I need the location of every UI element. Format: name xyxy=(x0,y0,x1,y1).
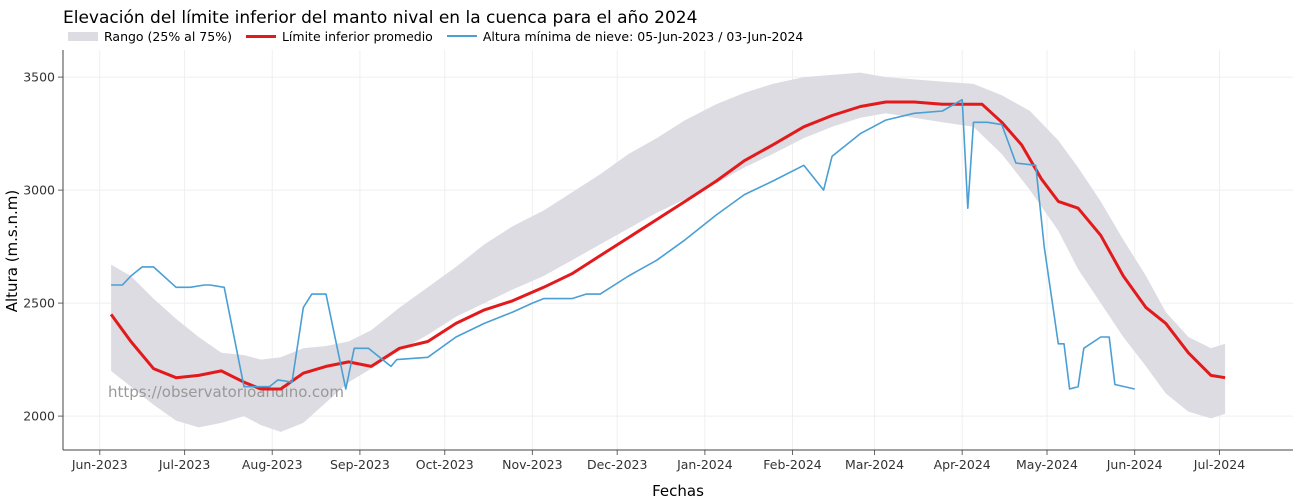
x-tick-label: Jul-2024 xyxy=(1193,457,1245,472)
y-tick-label: 2000 xyxy=(23,409,55,424)
legend-label-mean: Límite inferior promedio xyxy=(281,28,433,44)
x-tick-label: Feb-2024 xyxy=(763,457,822,472)
x-tick-label: Jan-2024 xyxy=(676,457,733,472)
legend-label-range: Rango (25% al 75%) xyxy=(104,28,232,44)
mean-limit-line xyxy=(109,100,1226,391)
x-tick-label: Dec-2023 xyxy=(587,457,648,472)
legend-swatch-range xyxy=(68,31,98,41)
x-tick-label: Jul-2023 xyxy=(158,457,210,472)
watermark-text: https://observatorioandino.com xyxy=(108,383,344,401)
legend-item-min: Altura mínima de nieve: 05-Jun-2023 / 03… xyxy=(446,28,804,44)
range-band-area xyxy=(111,72,1226,432)
chart-title: Elevación del límite inferior del manto … xyxy=(63,8,698,28)
min-snow-line xyxy=(111,98,1135,390)
legend-swatch-mean xyxy=(245,34,276,38)
x-tick-label: Aug-2023 xyxy=(242,457,303,472)
x-tick-label: Mar-2024 xyxy=(845,457,904,472)
x-axis-title: Fechas xyxy=(652,482,704,500)
series-line-layer xyxy=(109,98,1226,391)
y-tick-label: 3500 xyxy=(23,70,55,85)
legend-label-min: Altura mínima de nieve: 05-Jun-2023 / 03… xyxy=(482,28,804,44)
range-band-layer xyxy=(111,72,1226,432)
x-tick-label: Nov-2023 xyxy=(502,457,562,472)
x-tick-label: Sep-2023 xyxy=(330,457,390,472)
y-tick-label: 3000 xyxy=(23,183,55,198)
x-tick-label: Jun-2024 xyxy=(1106,457,1163,472)
y-tick-label: 2500 xyxy=(23,296,55,311)
legend-swatch-min xyxy=(446,35,477,37)
x-tick-label: May-2024 xyxy=(1016,457,1078,472)
x-tick-label: Jun-2023 xyxy=(71,457,128,472)
legend-item-mean: Límite inferior promedio xyxy=(245,28,433,44)
x-tick-label: Apr-2024 xyxy=(934,457,991,472)
x-tick-label: Oct-2023 xyxy=(416,457,474,472)
legend: Rango (25% al 75%) Límite inferior prome… xyxy=(68,28,817,44)
y-axis-title: Altura (m.s.n.m) xyxy=(3,190,21,313)
legend-item-range: Rango (25% al 75%) xyxy=(68,29,232,44)
axis-layer: 2000 2500 3000 3500 Jun-2023 Jul-2023 Aug-2023… xyxy=(23,50,1293,472)
